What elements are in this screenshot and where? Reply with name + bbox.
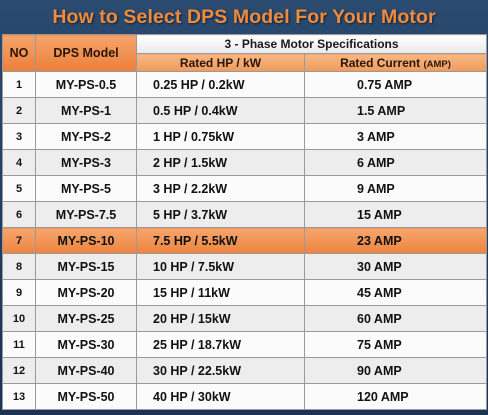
row-rated-hp: 25 HP / 18.7kW: [136, 331, 305, 358]
row-number: 6: [2, 201, 36, 228]
header-rated-hp: Rated HP / kW: [136, 53, 305, 72]
header-rated-current: Rated Current (AMP): [303, 53, 488, 72]
row-dps-model: MY-PS-3: [35, 149, 137, 176]
table-row: 6 MY-PS-7.5 5 HP / 3.7kW 15 AMP: [2, 201, 488, 228]
row-rated-hp: 7.5 HP / 5.5kW: [136, 227, 305, 254]
row-dps-model: MY-PS-25: [35, 305, 137, 332]
row-number: 5: [2, 175, 36, 202]
table-row: 3 MY-PS-2 1 HP / 0.75kW 3 AMP: [2, 123, 488, 150]
row-dps-model: MY-PS-50: [35, 383, 137, 410]
row-number: 1: [2, 71, 36, 98]
table-row: 13 MY-PS-50 40 HP / 30kW 120 AMP: [2, 383, 488, 410]
row-rated-hp: 0.25 HP / 0.2kW: [136, 71, 305, 98]
row-rated-current: 60 AMP: [303, 305, 488, 332]
row-dps-model: MY-PS-10: [35, 227, 137, 254]
header-dps-model: DPS Model: [35, 34, 137, 72]
table-row: 2 MY-PS-1 0.5 HP / 0.4kW 1.5 AMP: [2, 97, 488, 124]
row-dps-model: MY-PS-30: [35, 331, 137, 358]
table-row: 12 MY-PS-40 30 HP / 22.5kW 90 AMP: [2, 357, 488, 384]
table-row: 11 MY-PS-30 25 HP / 18.7kW 75 AMP: [2, 331, 488, 358]
header-motor-specifications: 3 - Phase Motor Specifications: [135, 34, 488, 54]
row-rated-hp: 40 HP / 30kW: [136, 383, 305, 410]
row-number: 4: [2, 149, 36, 176]
row-number: 9: [2, 279, 36, 306]
row-rated-current: 120 AMP: [303, 383, 488, 410]
table-body: 1 MY-PS-0.5 0.25 HP / 0.2kW 0.75 AMP 2 MY-PS-…: [2, 71, 488, 410]
row-dps-model: MY-PS-5: [35, 175, 137, 202]
row-rated-hp: 30 HP / 22.5kW: [136, 357, 305, 384]
table-row: 7 MY-PS-10 7.5 HP / 5.5kW 23 AMP: [2, 227, 488, 254]
row-dps-model: MY-PS-0.5: [35, 71, 137, 98]
row-rated-current: 1.5 AMP: [303, 97, 488, 124]
header-rated-current-label: Rated Current: [340, 55, 421, 70]
header-rated-current-unit: (AMP): [423, 58, 451, 70]
row-rated-hp: 1 HP / 0.75kW: [136, 123, 305, 150]
row-rated-hp: 2 HP / 1.5kW: [136, 149, 305, 176]
row-rated-current: 0.75 AMP: [303, 71, 488, 98]
row-dps-model: MY-PS-40: [35, 357, 137, 384]
row-dps-model: MY-PS-1: [35, 97, 137, 124]
row-dps-model: MY-PS-20: [35, 279, 137, 306]
page-title: How to Select DPS Model For Your Motor: [52, 6, 436, 28]
row-rated-hp: 15 HP / 11kW: [136, 279, 305, 306]
row-rated-hp: 10 HP / 7.5kW: [136, 253, 305, 280]
row-number: 7: [2, 227, 36, 254]
header-no: NO: [2, 34, 36, 72]
row-rated-current: 45 AMP: [303, 279, 488, 306]
table-row: 5 MY-PS-5 3 HP / 2.2kW 9 AMP: [2, 175, 488, 202]
row-rated-hp: 0.5 HP / 0.4kW: [136, 97, 305, 124]
row-rated-current: 30 AMP: [303, 253, 488, 280]
row-dps-model: MY-PS-15: [35, 253, 137, 280]
table-row: 8 MY-PS-15 10 HP / 7.5kW 30 AMP: [2, 253, 488, 280]
row-number: 10: [2, 305, 36, 332]
row-rated-hp: 5 HP / 3.7kW: [136, 201, 305, 228]
row-rated-hp: 3 HP / 2.2kW: [136, 175, 305, 202]
row-rated-current: 75 AMP: [303, 331, 488, 358]
row-number: 3: [2, 123, 36, 150]
row-rated-current: 90 AMP: [303, 357, 488, 384]
row-rated-hp: 20 HP / 15kW: [136, 305, 305, 332]
table-row: 1 MY-PS-0.5 0.25 HP / 0.2kW 0.75 AMP: [2, 71, 488, 98]
row-rated-current: 3 AMP: [303, 123, 488, 150]
table-row: 10 MY-PS-25 20 HP / 15kW 60 AMP: [2, 305, 488, 332]
row-number: 12: [2, 357, 36, 384]
row-number: 2: [2, 97, 36, 124]
row-number: 8: [2, 253, 36, 280]
dps-model-table: NO DPS Model 3 - Phase Motor Specificati…: [2, 34, 488, 410]
row-rated-current: 6 AMP: [303, 149, 488, 176]
row-dps-model: MY-PS-7.5: [35, 201, 137, 228]
row-number: 13: [2, 383, 36, 410]
row-rated-current: 9 AMP: [303, 175, 488, 202]
row-rated-current: 15 AMP: [303, 201, 488, 228]
table-row: 4 MY-PS-3 2 HP / 1.5kW 6 AMP: [2, 149, 488, 176]
row-number: 11: [2, 331, 36, 358]
row-dps-model: MY-PS-2: [35, 123, 137, 150]
row-rated-current: 23 AMP: [303, 227, 488, 254]
table-row: 9 MY-PS-20 15 HP / 11kW 45 AMP: [2, 279, 488, 306]
